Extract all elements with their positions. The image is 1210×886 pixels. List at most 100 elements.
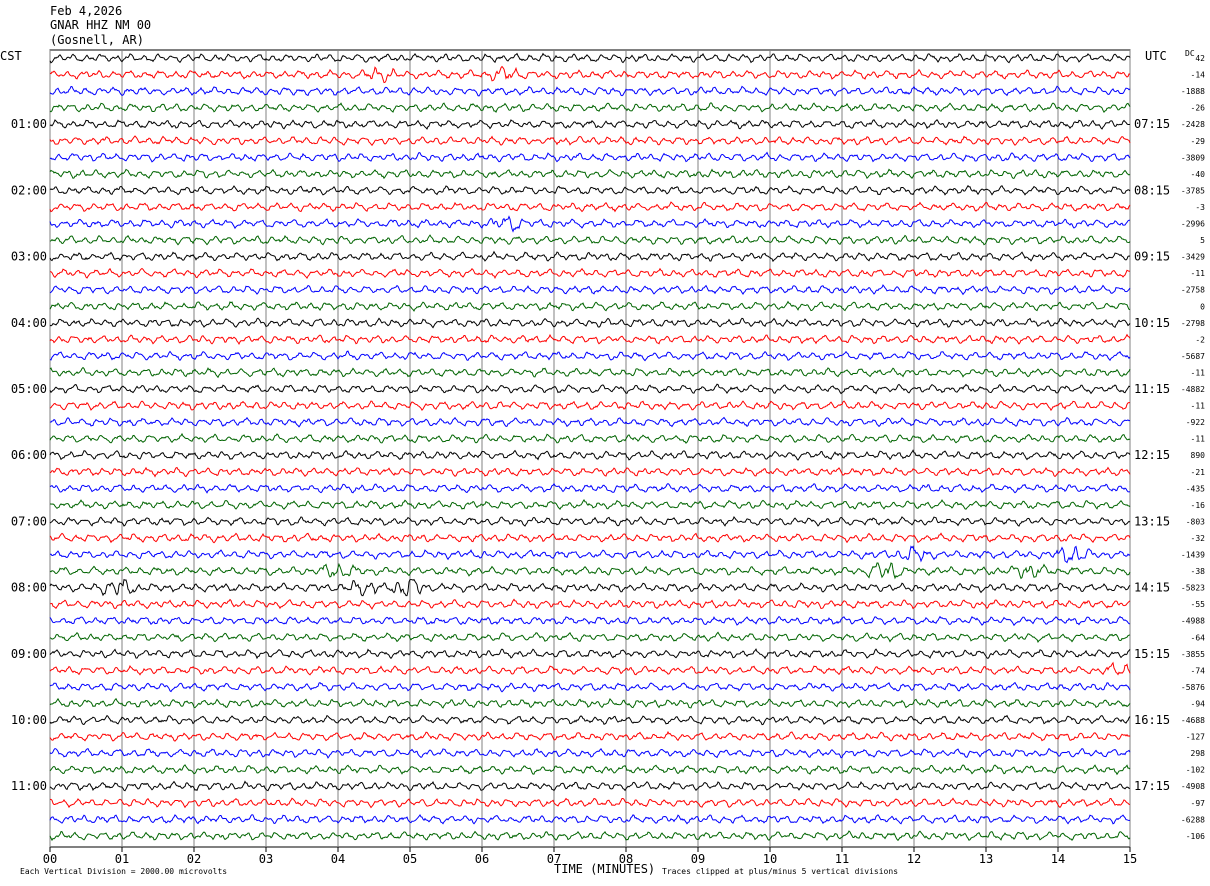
- x-tick-label: 12: [907, 852, 921, 866]
- seismic-trace: [49, 697, 1131, 709]
- dc-offset-label: -922: [1186, 418, 1205, 427]
- cst-hour-label: 08:00: [11, 581, 47, 595]
- dc-offset-label: -21: [1191, 468, 1206, 477]
- dc-offset-label: -2996: [1181, 220, 1205, 229]
- seismic-trace: [49, 333, 1131, 346]
- seismic-trace: [49, 432, 1131, 444]
- dc-offset-label: 42: [1195, 54, 1205, 63]
- cst-hour-label: 07:00: [11, 514, 47, 528]
- utc-axis-label: UTC: [1145, 49, 1167, 63]
- dc-offset-label: -5687: [1181, 352, 1205, 361]
- dc-offset-label: -106: [1186, 832, 1205, 841]
- dc-offset-label: -11: [1191, 269, 1206, 278]
- utc-hour-label: 08:15: [1134, 183, 1170, 197]
- dc-offset-label: -14: [1191, 71, 1206, 80]
- dc-offset-label: -3429: [1181, 253, 1205, 262]
- seismic-trace: [49, 797, 1131, 809]
- seismic-trace: [49, 661, 1131, 676]
- seismic-trace: [49, 578, 1131, 597]
- seismic-trace: [49, 135, 1131, 147]
- seismic-trace: [49, 730, 1131, 742]
- utc-hour-label: 11:15: [1134, 382, 1170, 396]
- dc-offset-label: -4988: [1181, 617, 1205, 626]
- x-axis-title: TIME (MINUTES): [554, 862, 656, 876]
- seismic-trace: [49, 498, 1131, 510]
- seismic-trace: [49, 234, 1131, 246]
- dc-offset-label: -102: [1186, 766, 1205, 775]
- seismic-trace: [49, 52, 1131, 64]
- cst-hour-label: 06:00: [11, 448, 47, 462]
- seismic-trace: [49, 681, 1131, 693]
- dc-offset-label: -29: [1191, 137, 1206, 146]
- x-tick-label: 08: [619, 852, 633, 866]
- utc-hour-label: 16:15: [1134, 713, 1170, 727]
- dc-offset-label: -2758: [1181, 286, 1205, 295]
- header-date: Feb 4,2026: [50, 4, 123, 18]
- dc-offset-label: -97: [1191, 799, 1206, 808]
- seismic-trace: [49, 102, 1131, 114]
- seismic-trace: [49, 466, 1131, 478]
- dc-offset-label: -4882: [1181, 385, 1205, 394]
- x-tick-label: 13: [979, 852, 993, 866]
- utc-hour-label: 17:15: [1134, 779, 1170, 793]
- scale-note: Each Vertical Division = 2000.00 microvo…: [20, 867, 228, 876]
- dc-offset-label: -32: [1191, 534, 1206, 543]
- seismic-trace: [49, 516, 1131, 527]
- x-tick-label: 00: [43, 852, 57, 866]
- seismic-trace: [49, 416, 1131, 428]
- x-tick-label: 10: [763, 852, 777, 866]
- cst-hour-label: 09:00: [11, 647, 47, 661]
- utc-hour-label: 10:15: [1134, 316, 1170, 330]
- dc-offset-label: -4688: [1181, 716, 1205, 725]
- seismic-trace: [49, 449, 1131, 461]
- cst-hour-label: 11:00: [11, 779, 47, 793]
- seismic-trace: [49, 747, 1131, 759]
- utc-hour-label: 12:15: [1134, 448, 1170, 462]
- dc-offset-label: -4908: [1181, 782, 1205, 791]
- seismic-trace: [49, 250, 1131, 263]
- dc-offset-label: -1439: [1181, 551, 1205, 560]
- seismic-trace: [49, 215, 1131, 233]
- seismic-trace: [49, 168, 1131, 180]
- seismic-trace: [49, 317, 1131, 329]
- seismic-trace: [49, 631, 1131, 643]
- seismic-trace: [49, 780, 1131, 792]
- clip-note: Traces clipped at plus/minus 5 vertical …: [662, 867, 899, 876]
- cst-hour-label: 03:00: [11, 250, 47, 264]
- x-tick-label: 01: [115, 852, 129, 866]
- seismic-trace: [49, 300, 1131, 312]
- seismic-trace: [49, 383, 1131, 395]
- utc-hour-label: 14:15: [1134, 581, 1170, 595]
- seismic-trace: [49, 482, 1131, 494]
- seismic-trace: [49, 400, 1131, 412]
- dc-offset-label: -74: [1191, 666, 1206, 675]
- cst-hour-label: 02:00: [11, 183, 47, 197]
- x-tick-label: 05: [403, 852, 417, 866]
- dc-offset-label: -64: [1191, 633, 1206, 642]
- x-tick-label: 07: [547, 852, 561, 866]
- dc-offset-label: -26: [1191, 104, 1206, 113]
- seismic-trace: [49, 714, 1131, 726]
- x-tick-label: 03: [259, 852, 273, 866]
- dc-offset-label: -2798: [1181, 319, 1205, 328]
- seismic-trace: [49, 118, 1131, 130]
- x-tick-label: 15: [1123, 852, 1137, 866]
- utc-hour-label: 09:15: [1134, 250, 1170, 264]
- x-tick-label: 09: [691, 852, 705, 866]
- dc-offset-label: -1888: [1181, 87, 1205, 96]
- seismic-trace: [49, 615, 1131, 627]
- seismic-trace: [49, 814, 1131, 825]
- seismic-trace: [49, 65, 1131, 84]
- plot-frame: [49, 49, 1131, 848]
- seismic-trace: [49, 350, 1131, 362]
- seismic-trace: [49, 151, 1131, 163]
- seismic-trace: [49, 764, 1131, 776]
- dc-offset-label: 5: [1200, 236, 1205, 245]
- dc-offset-label: -2428: [1181, 120, 1205, 129]
- x-tick-label: 04: [331, 852, 345, 866]
- dc-offset-label: -16: [1191, 501, 1206, 510]
- dc-offset-label: -5823: [1181, 584, 1205, 593]
- dc-label: DC: [1185, 49, 1195, 58]
- dc-offset-label: 0: [1200, 302, 1205, 311]
